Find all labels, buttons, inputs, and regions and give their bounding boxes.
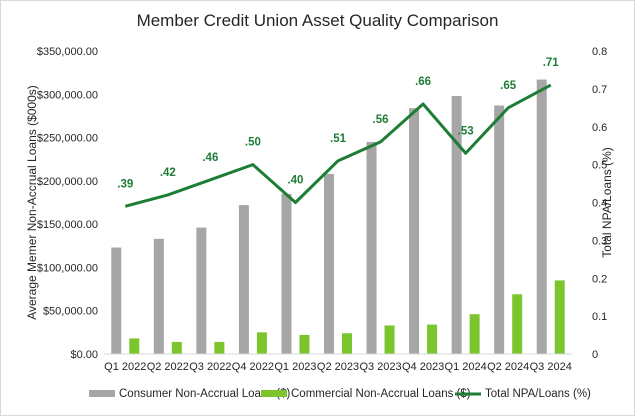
x-tick-label: Q2 2022	[147, 361, 189, 373]
y-tick-label: $250,000.00	[37, 133, 98, 145]
x-tick-label: Q3 2022	[189, 361, 231, 373]
npa-data-label: .56	[373, 114, 389, 126]
x-tick-label: Q4 2023	[402, 361, 444, 373]
y-tick-label: $300,000.00	[37, 89, 98, 101]
npa-data-label: .40	[287, 175, 303, 187]
consumer-bar	[409, 108, 420, 354]
y2-tick-label: 0.7	[592, 84, 607, 96]
npa-data-label: .50	[245, 137, 261, 149]
commercial-bar	[384, 325, 395, 354]
consumer-bar	[494, 105, 505, 354]
consumer-bar	[153, 238, 164, 354]
npa-data-label: .39	[117, 178, 133, 190]
consumer-bar	[196, 227, 207, 354]
npa-data-label: .51	[330, 133, 347, 145]
y-axis-title: Average Memer Non-Accrual Loans ($000s)	[25, 85, 39, 320]
y-tick-label: $0.00	[70, 349, 98, 361]
consumer-bar	[111, 247, 122, 354]
x-tick-label: Q1 2023	[274, 361, 316, 373]
commercial-bar	[129, 338, 140, 354]
y2-tick-label: 0.6	[592, 122, 607, 134]
y2-tick-label: 0.8	[592, 46, 607, 58]
commercial-bar	[427, 324, 438, 354]
y2-tick-label: 0.1	[592, 311, 607, 323]
commercial-bar	[256, 332, 267, 354]
npa-data-label: .65	[500, 80, 517, 92]
y2-axis-title: Total NPA/Loans (%)	[600, 147, 614, 258]
commercial-bar	[214, 341, 225, 354]
commercial-bar	[469, 314, 480, 354]
y-tick-label: $100,000.00	[37, 262, 98, 274]
npa-data-label: .53	[458, 125, 474, 137]
consumer-bar	[324, 173, 334, 354]
y2-tick-label: 0.4	[592, 198, 607, 210]
legend-label-consumer: Consumer Non-Accrual Loans ($)	[119, 388, 290, 400]
x-tick-label: Q2 2023	[317, 361, 359, 373]
legend-swatch-commercial	[261, 390, 287, 397]
x-tick-label: Q1 2024	[445, 361, 487, 373]
y-tick-label: $50,000.00	[43, 306, 98, 318]
consumer-bar	[281, 193, 292, 354]
consumer-bar	[536, 79, 547, 354]
y2-tick-label: 0	[592, 349, 598, 361]
commercial-bar	[554, 280, 565, 354]
y2-tick-label: 0.3	[592, 235, 607, 247]
legend-label-commercial: Commercial Non-Accrual Loans ($)	[291, 388, 471, 400]
y-tick-label: $150,000.00	[37, 219, 98, 231]
npa-data-label: .71	[543, 57, 560, 69]
commercial-bar	[342, 333, 352, 354]
legend-label-npa: Total NPA/Loans (%)	[485, 388, 591, 400]
npa-data-label: .66	[415, 76, 431, 88]
y-tick-label: $350,000.00	[37, 46, 98, 58]
x-tick-label: Q4 2022	[232, 361, 274, 373]
consumer-bar	[366, 141, 377, 354]
commercial-bar	[171, 341, 182, 354]
x-tick-label: Q1 2022	[104, 361, 146, 373]
x-tick-label: Q3 2023	[359, 361, 401, 373]
npa-line	[124, 83, 552, 208]
commercial-bar	[512, 294, 523, 354]
y-tick-label: $200,000.00	[37, 176, 98, 188]
npa-data-label: .42	[160, 167, 176, 179]
legend-swatch-consumer	[89, 390, 115, 397]
y2-tick-label: 0.5	[592, 160, 607, 172]
chart-title: Member Credit Union Asset Quality Compar…	[136, 11, 499, 30]
commercial-bar	[299, 334, 310, 354]
consumer-bar	[238, 205, 249, 354]
npa-data-label: .46	[202, 152, 218, 164]
x-tick-label: Q3 2024	[530, 361, 572, 373]
x-tick-label: Q2 2024	[487, 361, 529, 373]
y2-tick-label: 0.2	[592, 273, 607, 285]
consumer-bar	[451, 96, 462, 354]
